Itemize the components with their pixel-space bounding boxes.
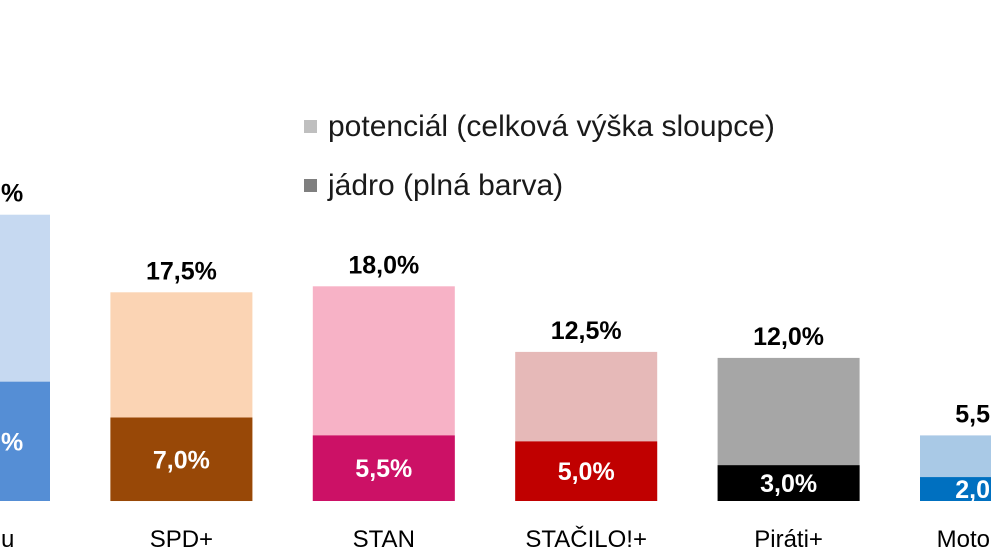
- value-label-core-stan: 5,5%: [355, 455, 412, 483]
- bar-core-stan: [312, 435, 455, 501]
- value-label-core-moto: 2,0: [955, 476, 990, 504]
- category-label-moto: Moto: [937, 526, 990, 553]
- value-label-potential-stacilo: 12,5%: [551, 317, 622, 345]
- category-labels: u SPD+ STAN STAČILO!+ Piráti+ Moto: [1, 525, 990, 553]
- value-label-core-stacilo: 5,0%: [558, 458, 615, 486]
- legend-label-potential: potenciál (celková výška sloupce): [328, 110, 775, 143]
- bar-core-pirati: [717, 465, 860, 501]
- legend-marker-potential: [304, 120, 317, 133]
- legend-marker-core: [304, 179, 317, 192]
- value-label-potential-u: %: [1, 180, 23, 208]
- bars: [0, 214, 991, 502]
- legend-label-core: jádro (plná barva): [327, 169, 563, 202]
- category-label-spd: SPD+: [150, 526, 213, 553]
- bar-core-stacilo: [515, 441, 658, 501]
- bar-core-spd: [110, 417, 253, 501]
- value-label-core-spd: 7,0%: [153, 446, 210, 474]
- category-label-stan: STAN: [353, 526, 415, 553]
- legend: potenciál (celková výška sloupce) jádro …: [304, 110, 775, 202]
- value-labels: %% 17,5% 7,0% 18,0% 5,5% 12,5% 5,0% 12,0% 3,0% 5,…: [1, 180, 990, 504]
- bar-core-moto: [920, 477, 991, 501]
- category-label-u: u: [1, 526, 14, 553]
- legend-item-potential: potenciál (celková výška sloupce): [304, 110, 775, 143]
- category-label-stacilo: STAČILO!+: [525, 525, 647, 553]
- value-label-potential-spd: 17,5%: [146, 257, 217, 285]
- category-label-pirati: Piráti+: [754, 526, 823, 553]
- bar-core-u: [0, 381, 50, 501]
- value-label-potential-stan: 18,0%: [348, 251, 419, 279]
- value-label-core-pirati: 3,0%: [760, 470, 817, 498]
- value-label-potential-pirati: 12,0%: [753, 323, 824, 351]
- legend-item-core: jádro (plná barva): [304, 169, 563, 202]
- value-label-core-u: %: [1, 428, 23, 456]
- value-label-potential-moto: 5,5: [955, 400, 990, 428]
